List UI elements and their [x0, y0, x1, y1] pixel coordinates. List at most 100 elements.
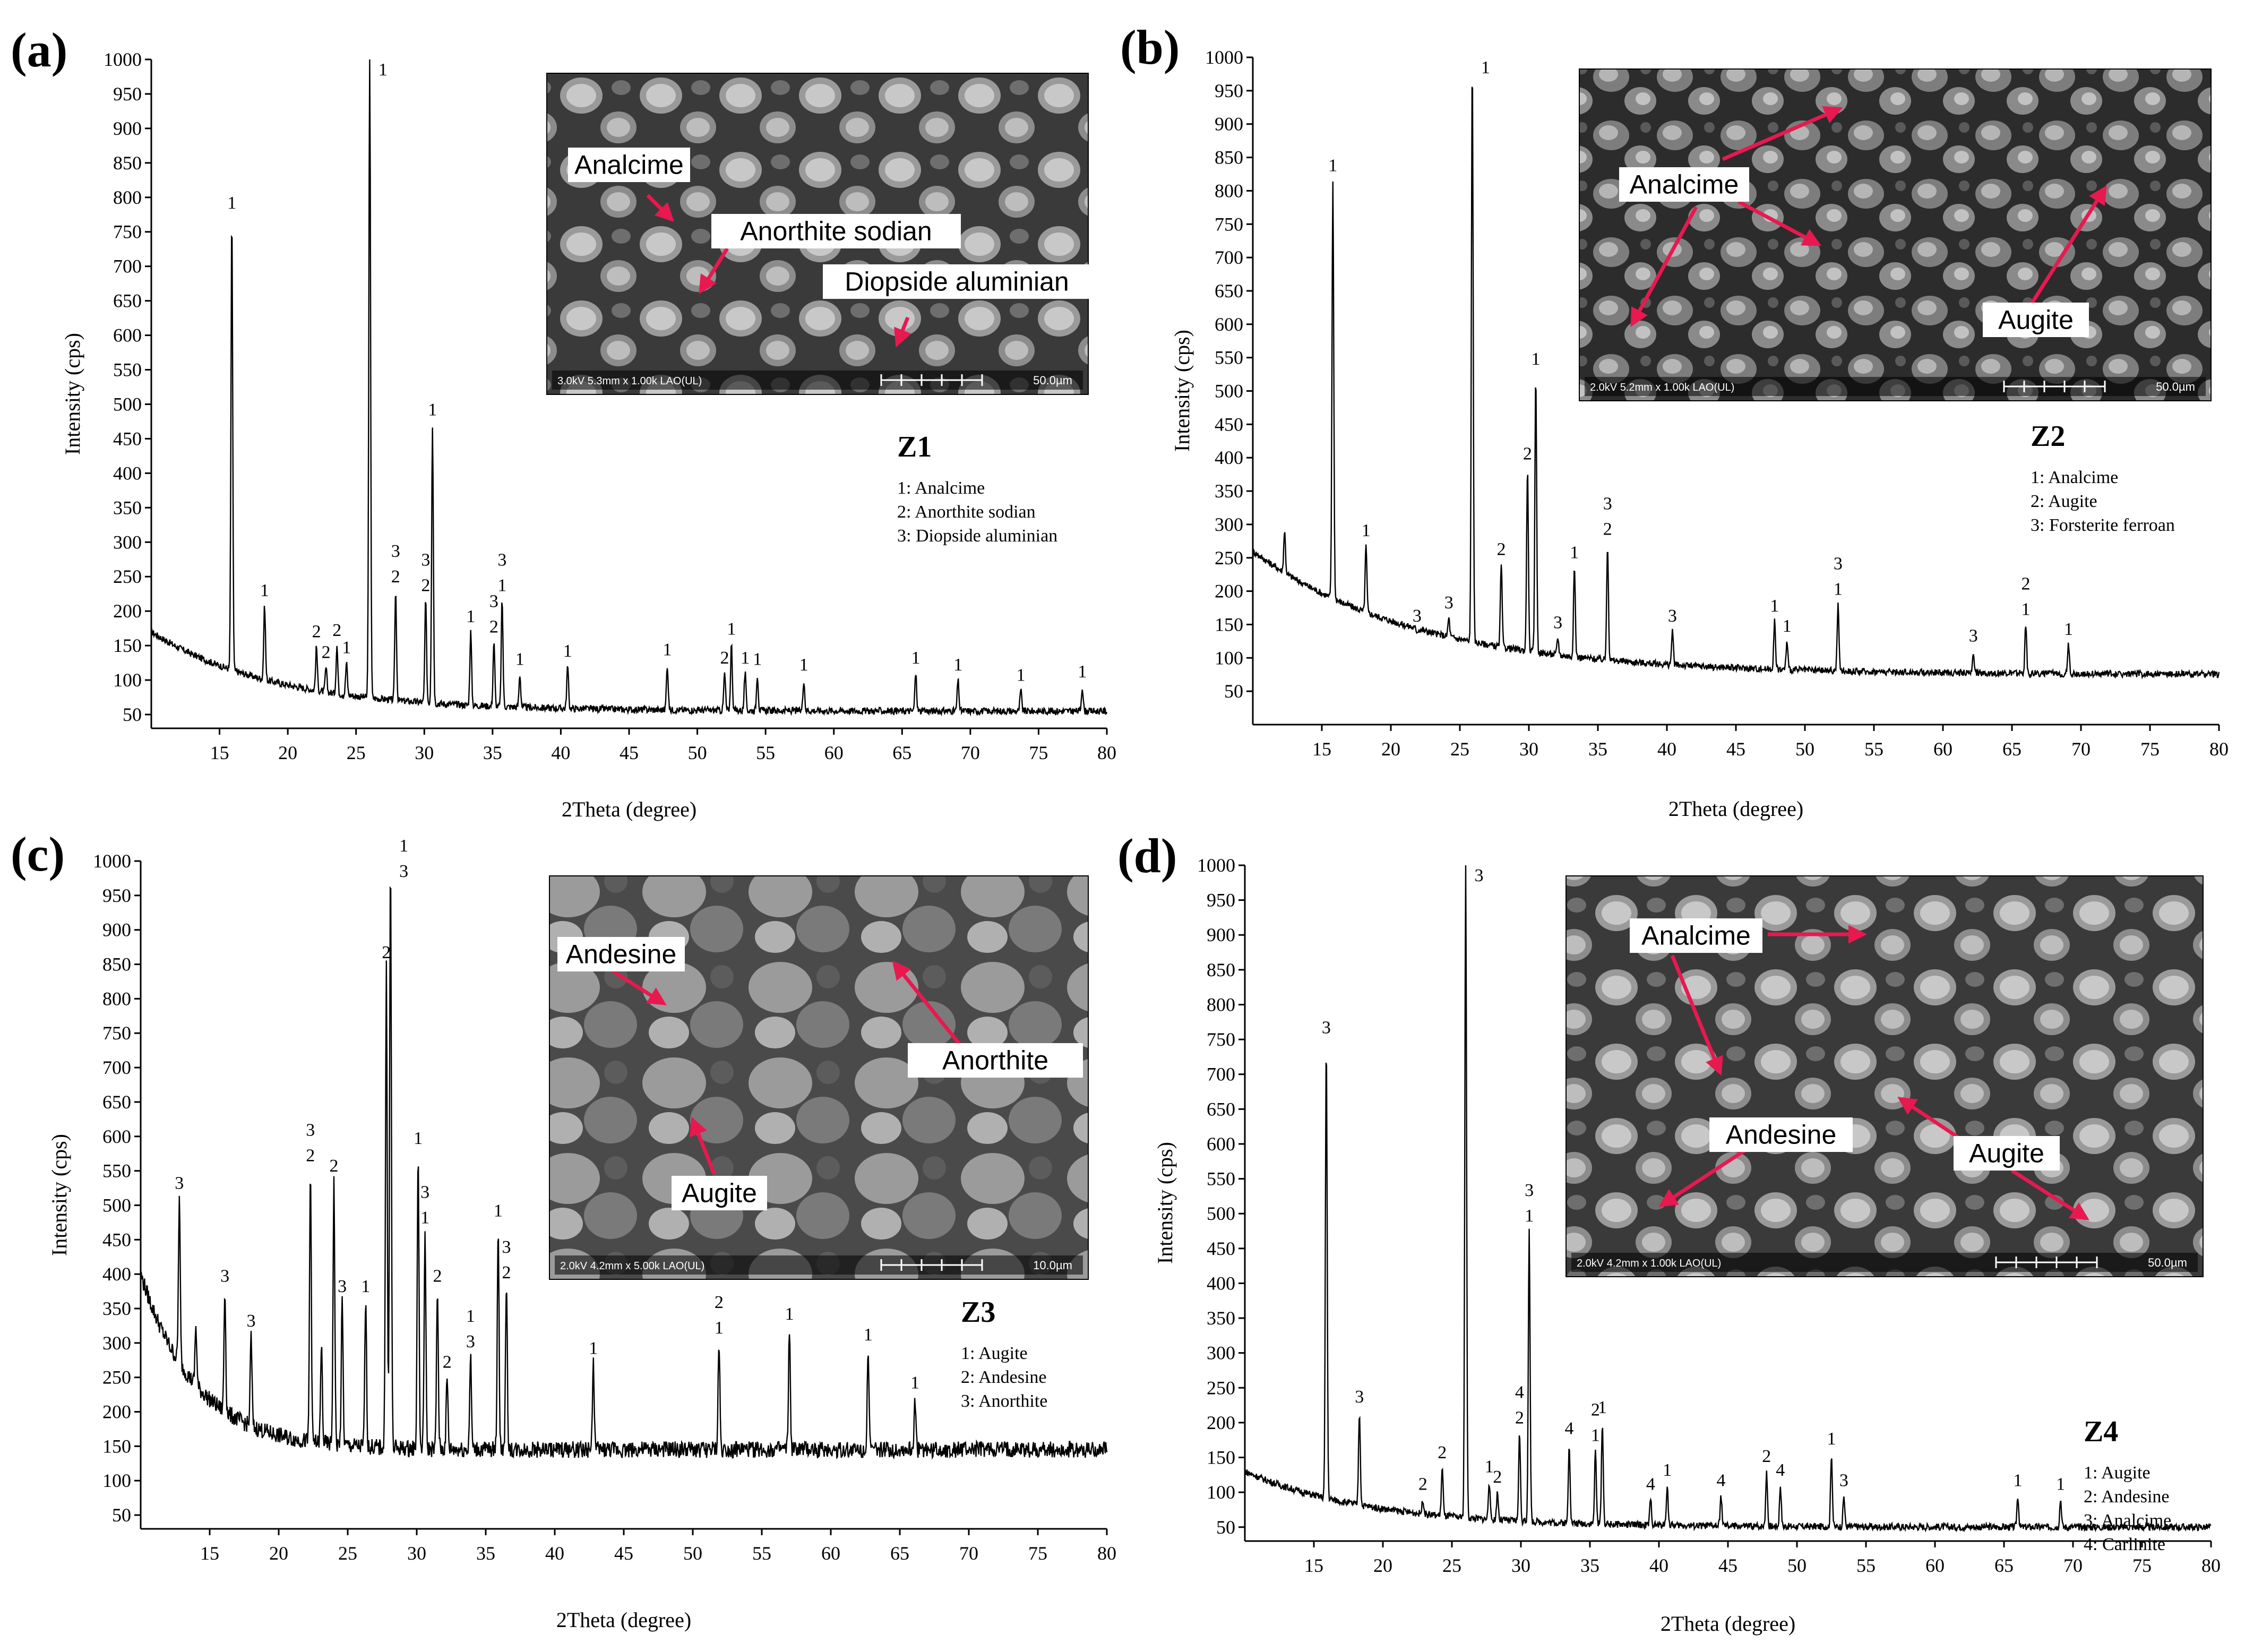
peak-label: 3: [421, 550, 430, 570]
peak-label: 1: [1663, 1460, 1672, 1480]
peak-label: 1: [2022, 599, 2031, 619]
y-axis-label: Intensity (cps): [1153, 1142, 1177, 1264]
x-tick-label: 20: [269, 1543, 288, 1564]
peak-label: 4: [1515, 1383, 1524, 1403]
y-tick-label: 550: [1215, 347, 1243, 368]
y-axis-label: Intensity (cps): [1170, 330, 1194, 452]
peak-label: 2: [1591, 1400, 1600, 1419]
peak-label: 1: [227, 193, 236, 213]
peak-label: 1: [715, 1318, 724, 1338]
y-tick-label: 650: [102, 1091, 131, 1113]
x-tick-label: 60: [1933, 738, 1952, 760]
peak-label: 2: [312, 622, 321, 642]
y-tick-label: 900: [102, 919, 131, 941]
x-tick-label: 60: [821, 1543, 840, 1564]
peak-label: 3: [497, 550, 506, 570]
inset-label: Andesine: [566, 940, 677, 969]
annotation-arrow: [892, 960, 962, 1047]
annotation-arrow: [894, 316, 911, 348]
peak-label: 3: [1475, 866, 1484, 885]
peak-label: 1: [399, 836, 408, 856]
peak-label: 1: [466, 607, 475, 626]
y-tick-label: 450: [113, 428, 142, 449]
y-tick-label: 200: [113, 600, 142, 622]
x-tick-label: 15: [1304, 1555, 1323, 1576]
x-tick-label: 60: [824, 742, 844, 763]
y-tick-label: 850: [102, 954, 131, 975]
y-tick-label: 250: [113, 566, 142, 587]
legend-entry: 3: Anorthite: [961, 1391, 1047, 1411]
peak-label: 2: [502, 1263, 511, 1283]
peak-label: 4: [1646, 1474, 1655, 1494]
peak-label: 1: [1570, 543, 1579, 563]
peak-label: 2: [421, 576, 430, 596]
y-tick-label: 600: [1215, 314, 1243, 335]
y-tick-label: 200: [102, 1401, 131, 1423]
inset-label-box: [1709, 1117, 1853, 1152]
panel-letter: (c): [11, 827, 65, 881]
sem-frame: [546, 73, 1089, 395]
legend-entry: 3: Forsterite ferroan: [2031, 515, 2175, 535]
peak-label: 4: [1565, 1418, 1574, 1438]
peak-label: 1: [953, 655, 962, 675]
y-tick-label: 650: [113, 290, 142, 312]
x-axis-label: 2Theta (degree): [556, 1608, 691, 1632]
peak-label: 3: [1603, 494, 1612, 514]
y-tick-label: 100: [113, 669, 142, 691]
peak-label: 1: [799, 655, 808, 675]
peak-label: 3: [391, 541, 400, 561]
x-tick-label: 65: [890, 1543, 909, 1564]
peak-label: 3: [489, 592, 498, 612]
x-axis-label: 2Theta (degree): [1661, 1612, 1795, 1636]
peak-label: 1: [1591, 1425, 1600, 1445]
y-tick-label: 750: [102, 1022, 131, 1044]
peak-label: 1: [1017, 666, 1026, 685]
x-tick-label: 30: [407, 1543, 426, 1564]
peak-label: 3: [1834, 554, 1843, 574]
x-tick-label: 15: [210, 742, 229, 763]
x-tick-label: 55: [1856, 1555, 1876, 1576]
x-tick-label: 35: [476, 1543, 495, 1564]
peak-label: 2: [1493, 1467, 1502, 1487]
y-tick-label: 50: [112, 1504, 131, 1526]
y-tick-label: 350: [113, 497, 142, 518]
x-tick-label: 55: [752, 1543, 771, 1564]
inset-label: Augite: [1969, 1139, 2044, 1168]
y-tick-label: 50: [1216, 1517, 1235, 1538]
y-tick-label: 300: [113, 531, 142, 553]
x-tick-label: 30: [1511, 1555, 1530, 1576]
y-tick-label: 200: [1215, 581, 1243, 602]
peak-label: 2: [720, 648, 729, 668]
x-tick-label: 25: [1450, 738, 1469, 760]
y-tick-label: 550: [102, 1160, 131, 1182]
annotation-arrow: [2029, 185, 2107, 306]
peak-label: 3: [502, 1237, 511, 1257]
y-tick-label: 750: [1215, 213, 1243, 235]
legend-entry: 3: Analcime: [2084, 1511, 2171, 1530]
x-tick-label: 50: [683, 1543, 702, 1564]
inset-label: Anorthite: [942, 1046, 1048, 1075]
x-tick-label: 15: [1312, 738, 1331, 760]
y-tick-label: 1000: [104, 49, 142, 70]
y-tick-label: 400: [102, 1263, 131, 1285]
inset-label-box: [1954, 1136, 2060, 1171]
annotation-arrow: [1658, 1148, 1748, 1207]
x-tick-label: 35: [1588, 738, 1607, 760]
peak-label: 2: [1418, 1474, 1427, 1494]
peak-label: 1: [1827, 1429, 1836, 1449]
peak-label: 3: [1969, 626, 1978, 646]
y-tick-label: 1000: [1205, 47, 1243, 68]
x-axis-label: 2Theta (degree): [562, 797, 696, 821]
legend-entry: 2: Anorthite sodian: [897, 502, 1036, 522]
inset-label-box: [1619, 167, 1749, 202]
panel-letter: (a): [11, 23, 67, 77]
peak-label: 1: [2014, 1471, 2023, 1491]
peak-label: 1: [1362, 521, 1371, 540]
y-tick-label: 750: [113, 221, 142, 243]
peak-label: 2: [1438, 1443, 1447, 1462]
x-tick-label: 80: [2209, 738, 2229, 760]
annotation-arrow: [1670, 954, 1723, 1076]
peak-label: 2: [306, 1146, 315, 1166]
y-tick-label: 450: [102, 1229, 131, 1250]
y-tick-label: 50: [123, 704, 142, 725]
